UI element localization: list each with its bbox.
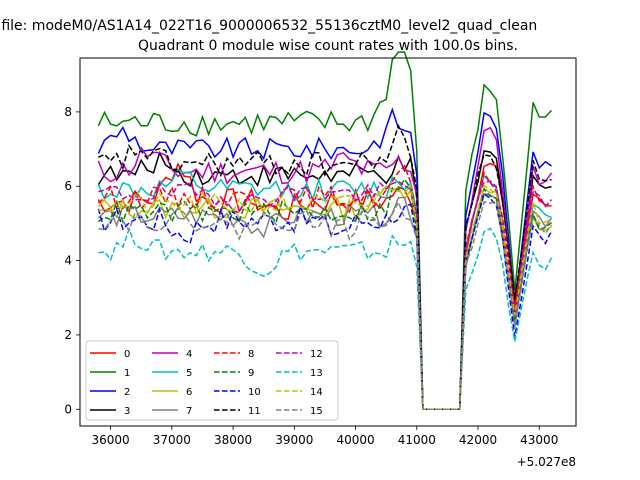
- legend-label-6: 6: [186, 387, 192, 398]
- legend-label-11: 11: [248, 406, 261, 417]
- series-line-12: [98, 180, 553, 411]
- series-line-4: [97, 126, 553, 411]
- x-tick-label: 40000: [336, 433, 374, 447]
- x-tick-label: 36000: [92, 433, 130, 447]
- chart-title: Quadrant 0 module wise count rates with …: [138, 38, 518, 54]
- legend-label-14: 14: [310, 387, 323, 398]
- x-tick-label: 38000: [214, 433, 252, 447]
- series-line-14: [98, 183, 552, 411]
- legend-label-2: 2: [124, 387, 130, 398]
- legend-label-9: 9: [248, 368, 254, 379]
- legend-label-0: 0: [124, 349, 130, 360]
- plot-frame: [79, 57, 577, 427]
- legend-label-12: 12: [310, 349, 323, 360]
- legend-label-1: 1: [124, 368, 130, 379]
- x-offset-label: +5.027e8: [517, 455, 576, 469]
- plot-area: 36000 37000 38000 39000 40000 41000 42000 43000…: [64, 51, 577, 447]
- x-tick-label: 39000: [275, 433, 313, 447]
- series-line-15: [98, 199, 553, 411]
- x-tick-label: 42000: [459, 433, 497, 447]
- legend-label-5: 5: [186, 368, 192, 379]
- series-line-2: [97, 107, 552, 411]
- legend-label-7: 7: [186, 406, 192, 417]
- x-tick-label: 37000: [153, 433, 191, 447]
- x-tick-label: 41000: [398, 433, 436, 447]
- y-tick-label: 6: [64, 179, 72, 193]
- legend-label-13: 13: [310, 368, 323, 379]
- series-line-13: [98, 226, 553, 411]
- series-line-1: [97, 51, 553, 411]
- y-tick-label: 8: [64, 105, 72, 119]
- chart-suptitle: n file: modeM0/AS1A14_022T16_9000006532_…: [0, 18, 537, 34]
- legend-label-4: 4: [186, 349, 192, 360]
- y-tick-label: 0: [64, 402, 72, 416]
- legend-label-3: 3: [124, 406, 130, 417]
- x-tick-label: 43000: [520, 433, 558, 447]
- legend-box: [85, 340, 339, 421]
- y-tick-label: 4: [64, 254, 72, 268]
- legend-label-8: 8: [248, 349, 254, 360]
- legend-label-15: 15: [310, 406, 323, 417]
- legend-label-10: 10: [248, 387, 261, 398]
- series-line-11: [98, 123, 552, 411]
- y-tick-label: 2: [64, 328, 72, 342]
